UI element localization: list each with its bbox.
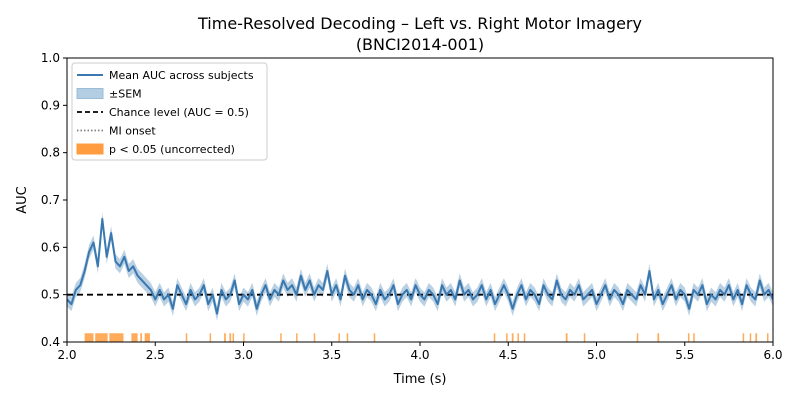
y-tick-label: 0.8 bbox=[41, 146, 60, 160]
significance-bar bbox=[749, 333, 752, 342]
significance-bar bbox=[687, 333, 690, 342]
significance-bar bbox=[224, 333, 226, 342]
y-tick-label: 0.7 bbox=[41, 193, 60, 207]
legend-label: ±SEM bbox=[109, 88, 142, 101]
significance-bar bbox=[338, 333, 340, 342]
y-tick-label: 0.4 bbox=[41, 335, 60, 349]
legend-label: Mean AUC across subjects bbox=[109, 69, 254, 82]
legend-label: Chance level (AUC = 0.5) bbox=[109, 106, 249, 119]
significance-bar bbox=[511, 333, 514, 342]
chart-subtitle: (BNCI2014-001) bbox=[356, 35, 484, 54]
significance-bar bbox=[243, 333, 245, 342]
significance-bar bbox=[583, 333, 586, 342]
significance-bar bbox=[229, 333, 232, 342]
significance-bar bbox=[506, 333, 508, 342]
significance-bar bbox=[517, 333, 519, 342]
significance-bar bbox=[755, 333, 758, 342]
legend-label: p < 0.05 (uncorrected) bbox=[109, 143, 235, 156]
x-tick-label: 5.5 bbox=[675, 348, 694, 362]
significance-bar bbox=[209, 333, 212, 342]
legend: Mean AUC across subjects ±SEM Chance level… bbox=[71, 62, 268, 161]
significance-bar bbox=[373, 333, 376, 342]
x-tick-label: 4.5 bbox=[499, 348, 518, 362]
significance-bar bbox=[565, 333, 568, 342]
x-tick-label: 5.0 bbox=[587, 348, 606, 362]
significance-bar bbox=[346, 333, 349, 342]
y-tick-label: 0.6 bbox=[41, 240, 60, 254]
significance-bar bbox=[109, 333, 124, 342]
x-axis-label: Time (s) bbox=[393, 372, 447, 387]
significance-bar bbox=[140, 333, 143, 342]
y-tick-label: 0.5 bbox=[41, 288, 60, 302]
significance-bar bbox=[280, 333, 282, 342]
legend-swatch bbox=[76, 88, 104, 99]
x-tick-label: 6.0 bbox=[763, 348, 782, 362]
chart-title: Time-Resolved Decoding – Left vs. Right … bbox=[197, 14, 642, 33]
x-tick-label: 2.0 bbox=[57, 348, 76, 362]
sem-band bbox=[67, 211, 773, 321]
significance-bar bbox=[742, 333, 745, 342]
significance-bar bbox=[493, 333, 496, 342]
significance-bar bbox=[693, 333, 695, 342]
plot-area bbox=[67, 211, 773, 342]
significance-bar bbox=[232, 333, 235, 342]
significance-bar bbox=[313, 333, 316, 342]
significance-bar bbox=[131, 333, 138, 342]
y-tick-label: 1.0 bbox=[41, 51, 60, 65]
significance-bar bbox=[296, 333, 298, 342]
significance-bar bbox=[636, 333, 639, 342]
significance-bar bbox=[657, 333, 660, 342]
significance-bar bbox=[144, 333, 150, 342]
x-tick-label: 3.5 bbox=[322, 348, 341, 362]
significance-bar bbox=[185, 333, 188, 342]
legend-swatch bbox=[76, 143, 104, 155]
x-tick-label: 2.5 bbox=[146, 348, 165, 362]
significance-bar bbox=[95, 333, 108, 342]
x-tick-label: 4.0 bbox=[410, 348, 429, 362]
y-tick-label: 0.9 bbox=[41, 98, 60, 112]
mean-auc-line bbox=[67, 217, 773, 315]
significance-bar bbox=[523, 333, 526, 342]
significance-bar bbox=[766, 333, 769, 342]
y-axis-label: AUC bbox=[15, 186, 30, 214]
legend-box bbox=[71, 62, 268, 161]
legend-label: MI onset bbox=[109, 125, 156, 138]
x-tick-label: 3.0 bbox=[234, 348, 253, 362]
significance-bar bbox=[84, 333, 94, 342]
